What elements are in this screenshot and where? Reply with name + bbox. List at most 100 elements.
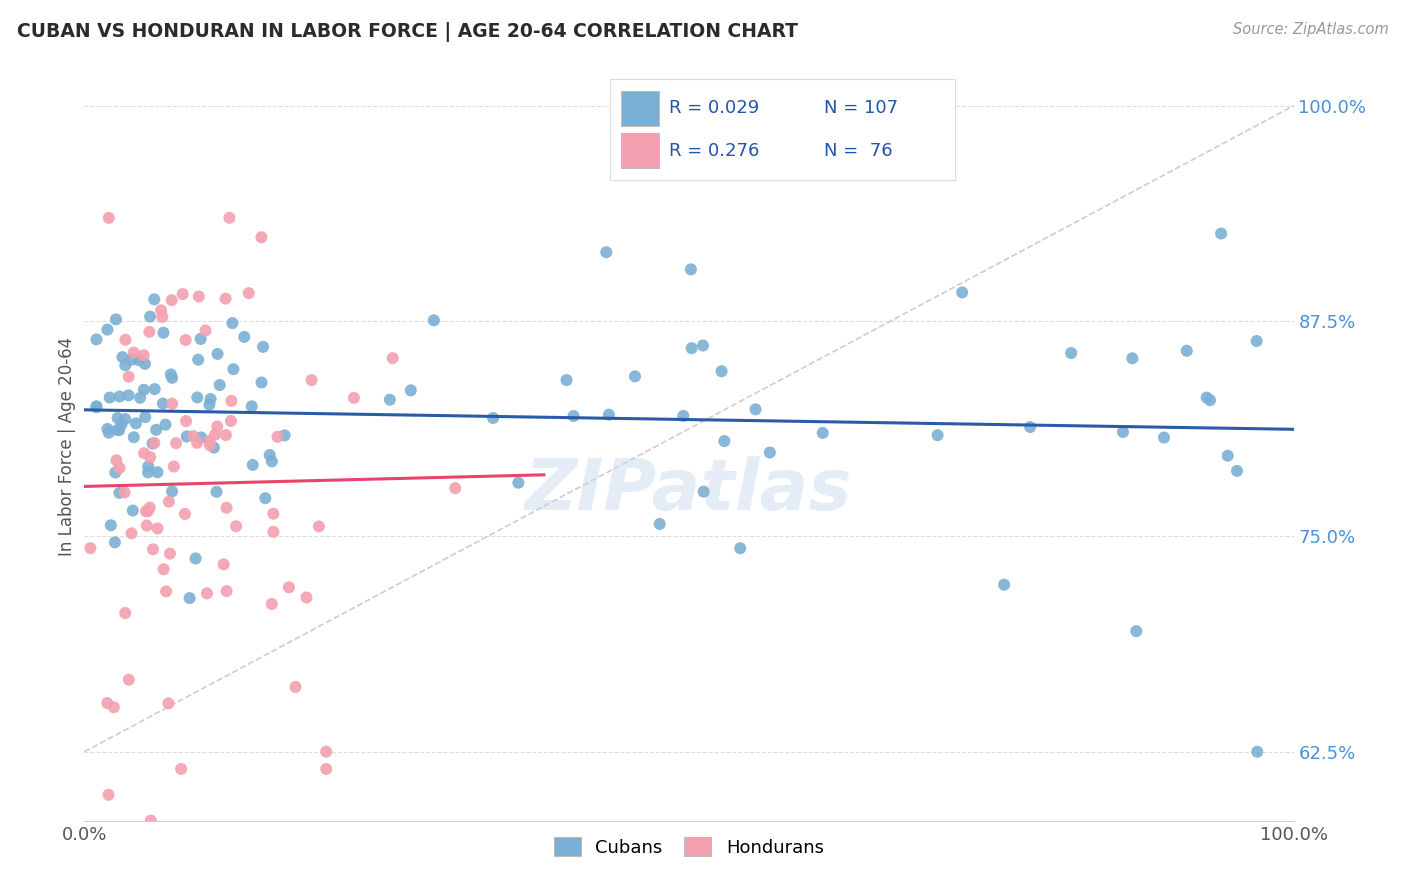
Point: [212, 558, 235, 572]
Point: [214, 292, 236, 306]
Point: [97, 788, 120, 802]
Point: [927, 428, 949, 442]
Point: [1153, 431, 1175, 445]
Point: [273, 428, 295, 442]
Point: [648, 516, 671, 531]
Point: [157, 697, 180, 711]
Point: [266, 430, 288, 444]
Point: [728, 541, 751, 556]
Point: [713, 434, 735, 449]
Point: [174, 333, 197, 347]
Point: [155, 417, 177, 432]
Point: [172, 287, 194, 301]
Point: [744, 402, 766, 417]
Point: [139, 310, 162, 324]
Point: [79, 541, 101, 556]
Point: [598, 408, 620, 422]
Point: [1019, 420, 1042, 434]
Point: [190, 332, 212, 346]
Point: [146, 521, 169, 535]
Point: [96, 323, 118, 337]
Point: [260, 597, 283, 611]
Point: [315, 762, 337, 776]
Point: [233, 330, 256, 344]
Point: [110, 417, 132, 432]
Point: [759, 445, 782, 459]
Point: [121, 352, 143, 367]
Point: [143, 436, 166, 450]
Point: [114, 333, 136, 347]
Point: [218, 211, 240, 225]
Point: [114, 485, 136, 500]
Point: [194, 324, 217, 338]
Point: [160, 293, 183, 308]
Point: [150, 310, 173, 324]
Point: [160, 484, 183, 499]
Point: [710, 364, 733, 378]
Point: [97, 211, 120, 225]
Legend: Cubans, Hondurans: Cubans, Hondurans: [547, 830, 831, 864]
Point: [96, 422, 118, 436]
Point: [98, 391, 121, 405]
Point: [301, 373, 323, 387]
Point: [128, 353, 150, 368]
Point: [145, 423, 167, 437]
Point: [105, 453, 128, 467]
Point: [135, 504, 157, 518]
Point: [343, 391, 366, 405]
Point: [207, 419, 229, 434]
Point: [111, 350, 134, 364]
Point: [198, 398, 221, 412]
Point: [118, 673, 141, 687]
Point: [672, 409, 695, 423]
Point: [187, 352, 209, 367]
Point: [176, 429, 198, 443]
Point: [399, 384, 422, 398]
Point: [562, 409, 585, 423]
Point: [118, 369, 141, 384]
Point: [136, 466, 159, 480]
Point: [134, 446, 156, 460]
Point: [262, 507, 284, 521]
Point: [146, 465, 169, 479]
Point: [104, 312, 127, 326]
Y-axis label: In Labor Force | Age 20-64: In Labor Force | Age 20-64: [58, 336, 76, 556]
Point: [260, 454, 283, 468]
Point: [1246, 745, 1268, 759]
Point: [242, 458, 264, 472]
Point: [190, 430, 212, 444]
Point: [134, 357, 156, 371]
Point: [97, 425, 120, 440]
Point: [86, 399, 108, 413]
Point: [692, 338, 714, 352]
Point: [108, 486, 131, 500]
Point: [1112, 425, 1135, 439]
Point: [254, 491, 277, 505]
Point: [221, 316, 243, 330]
Point: [104, 466, 127, 480]
Point: [679, 262, 702, 277]
Point: [308, 519, 330, 533]
Point: [117, 388, 139, 402]
Point: [152, 562, 174, 576]
Point: [165, 436, 187, 450]
Point: [150, 303, 173, 318]
Point: [1125, 624, 1147, 639]
Point: [114, 606, 136, 620]
Point: [811, 425, 834, 440]
Point: [508, 475, 530, 490]
Point: [159, 547, 181, 561]
Point: [215, 500, 238, 515]
Point: [122, 345, 145, 359]
Point: [114, 358, 136, 372]
Point: [277, 580, 299, 594]
Point: [195, 586, 218, 600]
Point: [208, 378, 231, 392]
Point: [100, 518, 122, 533]
Point: [295, 591, 318, 605]
Point: [1121, 351, 1143, 366]
Point: [1175, 343, 1198, 358]
Point: [1195, 391, 1218, 405]
Point: [174, 507, 197, 521]
Point: [555, 373, 578, 387]
